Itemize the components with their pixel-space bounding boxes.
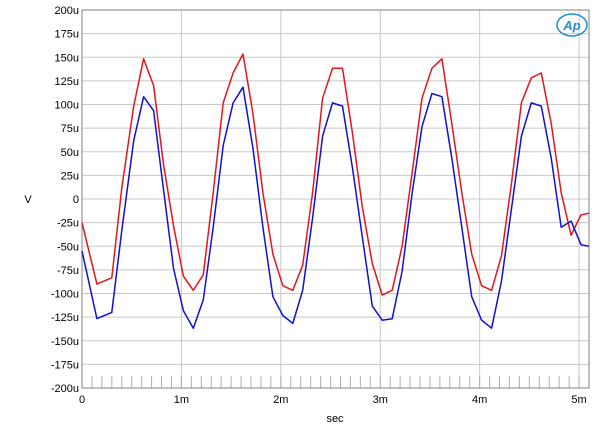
y-tick-label: -200u <box>51 383 79 395</box>
y-tick-label: 175u <box>55 29 79 41</box>
y-tick-label: -175u <box>51 359 79 371</box>
series-group <box>81 53 590 329</box>
y-tick-label: -125u <box>51 312 79 324</box>
x-tick-label: 3m <box>373 394 388 406</box>
y-tick-label: -50u <box>57 241 79 253</box>
series-line-1 <box>81 53 590 296</box>
y-tick-label: -75u <box>57 265 79 277</box>
x-axis-label: sec <box>326 413 344 425</box>
ap-logo-text: Ap <box>562 18 580 33</box>
plot-frame <box>81 9 590 389</box>
y-tick-label: 25u <box>61 170 79 182</box>
y-tick-label: 100u <box>55 100 79 112</box>
y-tick-label: 200u <box>55 5 79 17</box>
y-tick-label: -25u <box>57 218 79 230</box>
grid <box>81 9 589 389</box>
x-tick-label: 4m <box>472 394 487 406</box>
y-tick-label: 0 <box>73 194 79 206</box>
y-tick-label: 50u <box>61 147 79 159</box>
y-tick-label: -150u <box>51 336 79 348</box>
y-tick-label: 75u <box>61 123 79 135</box>
y-axis-label: V <box>24 194 32 206</box>
x-tick-label: 5m <box>571 394 586 406</box>
y-tick-labels: 200u 175u 150u 125u 100u 75u 50u 25u 0 -25u -50u -7… <box>51 5 79 395</box>
minor-ticks <box>81 376 590 388</box>
x-tick-labels: 0 1m 2m 3m 4m 5m <box>79 394 587 406</box>
ap-logo-ring <box>556 13 588 37</box>
y-tick-label: 125u <box>55 76 79 88</box>
ap-logo: Ap <box>556 13 588 37</box>
y-tick-label: -100u <box>51 289 79 301</box>
series-line-2 <box>81 86 590 329</box>
y-tick-label: 150u <box>55 52 79 64</box>
x-tick-label: 1m <box>174 394 189 406</box>
x-tick-label: 2m <box>273 394 288 406</box>
x-tick-label: 0 <box>79 394 85 406</box>
